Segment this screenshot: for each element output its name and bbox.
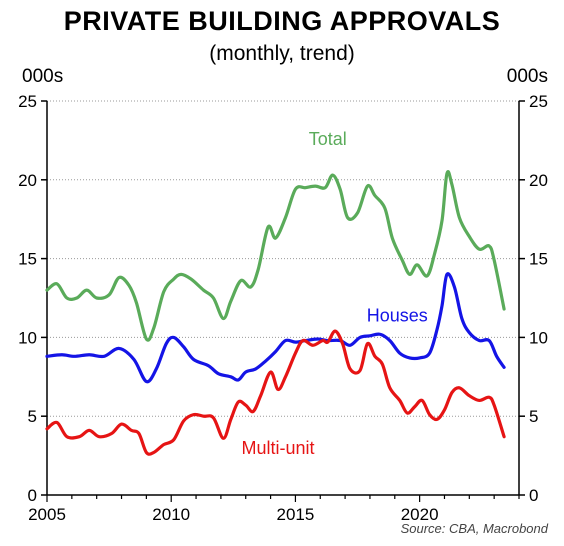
y-tick-label-left-15: 15 xyxy=(18,250,37,269)
left-axis-unit: 000s xyxy=(22,66,64,87)
x-tick-label-2015: 2015 xyxy=(277,505,315,524)
series-line-houses xyxy=(45,272,506,384)
y-tick-label-right-5: 5 xyxy=(529,407,538,426)
chart-subtitle: (monthly, trend) xyxy=(209,42,355,65)
x-tick-label-2005: 2005 xyxy=(28,505,66,524)
y-tick-label-right-20: 20 xyxy=(529,171,548,190)
source-note: Source: CBA, Macrobond xyxy=(400,521,548,536)
series-labels: Total Houses Multi-unit xyxy=(242,129,428,458)
chart-title: PRIVATE BUILDING APPROVALS xyxy=(63,6,501,36)
y-tick-label-left-5: 5 xyxy=(28,407,37,426)
series-lines xyxy=(45,170,506,456)
y-tick-label-left-25: 25 xyxy=(18,92,37,111)
series-line-total xyxy=(45,170,506,342)
series-label-total: Total xyxy=(309,129,347,149)
x-tick-label-2010: 2010 xyxy=(152,505,190,524)
y-tick-label-left-20: 20 xyxy=(18,171,37,190)
gridlines xyxy=(47,100,519,417)
y-tick-label-left-0: 0 xyxy=(28,486,37,505)
series-line-multi-unit xyxy=(45,329,506,456)
y-tick-label-right-15: 15 xyxy=(529,250,548,269)
series-label-multi-unit: Multi-unit xyxy=(242,438,315,458)
y-tick-label-right-25: 25 xyxy=(529,92,548,111)
x-tick-label-2020: 2020 xyxy=(401,505,439,524)
y-tick-label-right-10: 10 xyxy=(529,328,548,347)
series-label-houses: Houses xyxy=(367,306,428,326)
y-tick-label-left-10: 10 xyxy=(18,328,37,347)
y-tick-label-right-0: 0 xyxy=(529,486,538,505)
right-axis-unit: 000s xyxy=(506,66,548,87)
